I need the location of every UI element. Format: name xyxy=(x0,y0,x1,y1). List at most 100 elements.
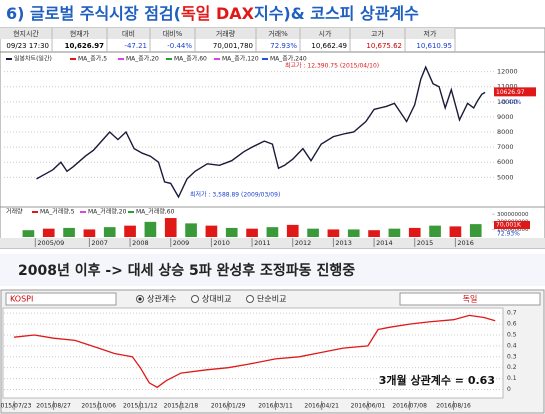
quote-value: 10,610.95 xyxy=(416,42,452,50)
volume-pct: 72.93% xyxy=(497,231,520,238)
volume-bar xyxy=(83,229,96,237)
legend-label: MA_거래량,5 xyxy=(40,208,75,216)
x-tick-label: 2016/03/11 xyxy=(258,403,293,410)
volume-bar xyxy=(307,228,319,237)
radio[interactable] xyxy=(246,295,254,303)
x-tick-label: 2015/08/27 xyxy=(36,403,71,410)
y-tick-label: 0.2 xyxy=(507,364,517,371)
radio-dot xyxy=(138,297,142,301)
y-tick-label: 0 xyxy=(507,386,511,393)
y-tick-label: 8000 xyxy=(497,128,514,136)
volume-bar xyxy=(225,227,238,237)
y-tick-label: 10000 xyxy=(497,98,518,106)
quote-header xyxy=(0,28,455,39)
x-tick-label: 2015/11/12 xyxy=(123,403,158,410)
quote-value: 10,675.62 xyxy=(366,42,402,50)
legend-label: MA_종가,120 xyxy=(222,55,259,63)
volume-bar xyxy=(42,228,55,237)
legend-label: MA_종가,240 xyxy=(270,55,307,63)
quote-header: 거래% xyxy=(268,29,288,38)
x-tick-label: 2014 xyxy=(376,239,393,247)
quote-header: 시가 xyxy=(319,29,332,38)
symbol: KOSPI xyxy=(10,295,33,304)
x-tick-label: 2015/12/18 xyxy=(164,403,199,410)
quote-header: 현재가 xyxy=(70,29,90,38)
y-tick-label: 0.6 xyxy=(507,321,517,328)
volume-bar xyxy=(327,229,340,237)
y-tick-label: 11000 xyxy=(497,83,518,91)
y-tick-label: 5000 xyxy=(497,173,514,181)
quote-value: -47.21 xyxy=(124,42,147,50)
volume-bar xyxy=(103,227,116,237)
volume-bar xyxy=(63,227,75,237)
x-tick-label: 2015 xyxy=(417,239,434,247)
y-tick-label: 0.3 xyxy=(507,353,517,360)
quote-header: 대비% xyxy=(163,29,183,38)
volume-bar xyxy=(266,227,279,237)
x-tick-label: 2016/04/21 xyxy=(304,403,339,410)
legend-label: 일봉차트(일간) xyxy=(14,55,52,63)
x-tick-label: 2009 xyxy=(173,239,190,247)
y-tick-label: 0.1 xyxy=(507,375,517,382)
subtitle: 2008년 이후 -> 대세 상승 5파 완성후 조정파동 진행중 xyxy=(18,262,355,279)
legend-label: MA_종가,5 xyxy=(78,55,107,63)
subtitle-band xyxy=(0,254,545,286)
y-tick-label: 0.7 xyxy=(507,310,517,317)
volume-bar xyxy=(408,227,421,237)
volume-bar xyxy=(164,218,177,237)
radio-label: 상대비교 xyxy=(202,294,231,304)
quote-header: 저가 xyxy=(424,29,437,38)
symbol-box[interactable] xyxy=(5,292,117,306)
compare: 독일 xyxy=(463,295,478,304)
y-tick-label: 100000000 xyxy=(497,227,529,233)
x-tick-label: 2005/09 xyxy=(37,239,64,247)
volume-bar xyxy=(388,228,401,237)
quote-value: 72.93% xyxy=(270,42,297,50)
x-tick-label: 2016 xyxy=(457,239,474,247)
quote-value: 10,662.49 xyxy=(311,42,347,50)
y-tick-label: 7000 xyxy=(497,143,514,151)
volume-bar xyxy=(469,224,482,237)
quote-value: 09/23 17:30 xyxy=(6,42,49,50)
legend-label: MA_종가,20 xyxy=(126,55,159,63)
y-tick-label: 0.5 xyxy=(507,331,517,338)
annotation: 3개월 상관계수 = 0.63 xyxy=(379,373,495,387)
compare-box[interactable] xyxy=(399,292,541,306)
legend-label: MA_거래량,20 xyxy=(88,208,127,216)
volume-title: 거래량 xyxy=(6,208,23,216)
radio-label: 단순비교 xyxy=(257,294,286,304)
y-tick-label: 0.4 xyxy=(507,342,517,349)
correlation-line xyxy=(14,314,496,389)
title-part: 6) 글로벌 주식시장 점검( xyxy=(6,4,181,23)
x-tick-label: 2016/07/08 xyxy=(392,403,427,410)
legend-label: MA_거래량,60 xyxy=(136,208,175,216)
x-tick-label: 2016/08/16 xyxy=(436,403,471,410)
volume-bar xyxy=(144,221,157,237)
quote-value: 70,001,780 xyxy=(213,42,253,50)
annotation-high: 최고가 : 12,390.75 (2015/04/10) xyxy=(285,62,379,70)
volume-last: 70,001K xyxy=(496,222,522,229)
y-tick-label: 12000 xyxy=(497,68,518,76)
volume-bar xyxy=(205,225,218,237)
title-part: 지수)& 코스피 상관계수 xyxy=(254,4,419,23)
volume-bar xyxy=(449,226,462,237)
volume-bar xyxy=(22,230,35,237)
last-price-tag xyxy=(494,87,536,97)
legend-label: MA_종가,60 xyxy=(174,55,207,63)
y-tick-label: 9000 xyxy=(497,113,514,121)
volume-bar xyxy=(368,230,380,237)
quote-value: -0.44% xyxy=(167,42,192,50)
radio[interactable] xyxy=(191,295,199,303)
radio-label: 상관계수 xyxy=(147,294,176,304)
change: -0.44% xyxy=(500,99,522,106)
y-tick-label: 300000000 xyxy=(497,212,529,218)
y-tick-label: 6000 xyxy=(497,158,514,166)
x-axis-band xyxy=(0,238,545,248)
annotation-low: 최저가 : 3,588.89 (2009/03/09) xyxy=(190,191,280,199)
volume-bar xyxy=(185,223,197,237)
quote-header: 현지시간 xyxy=(13,29,39,38)
volume-bar xyxy=(286,224,299,237)
x-tick-label: 2013 xyxy=(335,239,352,247)
title-highlight: 독일 DAX xyxy=(181,4,255,23)
x-tick-label: 2012 xyxy=(295,239,312,247)
